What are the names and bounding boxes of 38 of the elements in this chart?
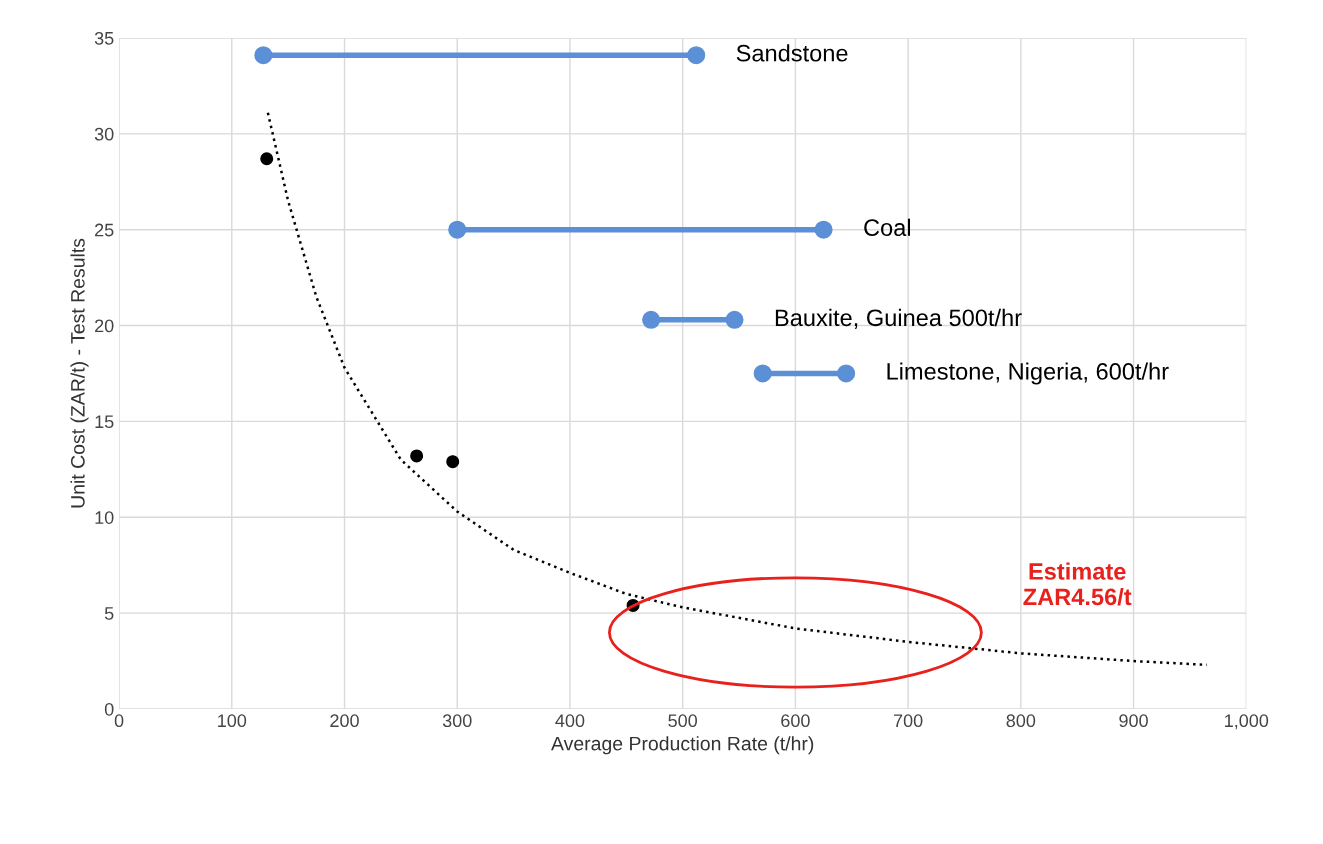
x-tick-label: 500	[668, 714, 698, 728]
x-tick-label: 700	[893, 714, 923, 728]
point	[410, 449, 424, 463]
series-label: Sandstone	[736, 44, 848, 62]
x-tick-label: 400	[555, 714, 585, 728]
point	[837, 364, 856, 383]
x-tick-label: 300	[442, 714, 472, 728]
x-axis-title: Average Production Rate (t/hr)	[551, 736, 814, 755]
y-axis-title: Unit Cost (ZAR/t) - Test Results	[70, 238, 89, 508]
x-tick-label: 1,000	[1225, 714, 1269, 730]
point	[725, 310, 744, 329]
y-tick-label: 35	[94, 31, 114, 45]
series-label: Limestone, Nigeria, 600t/hr	[887, 362, 1169, 385]
line-series	[266, 111, 1209, 667]
annotation: Estimate ZAR4.56/t	[1023, 562, 1132, 606]
y-tick-label: 15	[95, 415, 114, 429]
point	[254, 46, 273, 65]
point	[642, 310, 661, 329]
x-tick-label: 200	[330, 714, 359, 728]
y-tick-label: 30	[94, 127, 114, 141]
point	[446, 455, 460, 469]
point	[448, 220, 467, 239]
point	[260, 152, 274, 166]
x-tick-label: 900	[1119, 714, 1148, 728]
series-label: Bauxite, Guinea 500t/hr	[775, 308, 1022, 329]
x-tick-label: 800	[1006, 714, 1036, 728]
x-tick-label: 100	[218, 714, 247, 728]
x-tick-label: 600	[781, 714, 810, 728]
y-tick-label: 10	[95, 511, 114, 524]
point	[753, 364, 772, 383]
x-tick-label: 0	[114, 714, 124, 728]
y-tick-label: 20	[95, 319, 114, 333]
y-tick-label: 25	[95, 223, 114, 237]
series-label: Coal	[864, 218, 910, 237]
y-tick-label: 0	[104, 702, 114, 716]
point	[687, 46, 706, 65]
point	[814, 220, 833, 239]
y-tick-label: 5	[104, 607, 114, 620]
